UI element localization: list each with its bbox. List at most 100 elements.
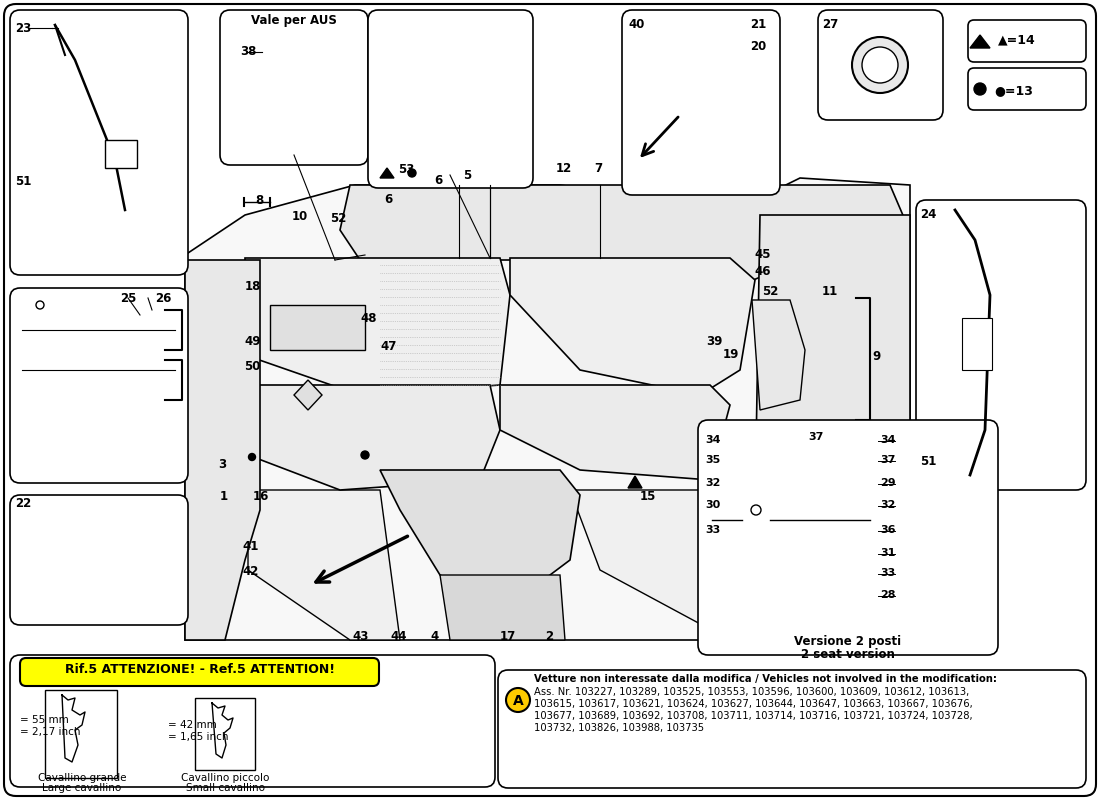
Polygon shape [379, 22, 520, 175]
Text: 43: 43 [352, 630, 368, 643]
Text: 50: 50 [244, 360, 261, 373]
Polygon shape [953, 305, 996, 382]
Polygon shape [185, 260, 260, 640]
Text: 18: 18 [245, 280, 262, 293]
Text: 4: 4 [430, 630, 438, 643]
Circle shape [361, 451, 368, 459]
Text: 45: 45 [754, 248, 770, 261]
Polygon shape [570, 490, 780, 640]
Circle shape [862, 47, 898, 83]
Circle shape [852, 37, 907, 93]
Polygon shape [248, 385, 500, 490]
Polygon shape [712, 432, 743, 590]
Text: 34: 34 [880, 435, 895, 445]
Text: 5: 5 [463, 169, 471, 182]
Polygon shape [770, 432, 870, 455]
Polygon shape [270, 305, 365, 350]
Text: 47: 47 [379, 340, 396, 353]
FancyBboxPatch shape [10, 288, 188, 483]
Polygon shape [510, 258, 755, 395]
Text: 53: 53 [398, 163, 415, 176]
Text: 38: 38 [240, 45, 256, 58]
Text: ▲=14: ▲=14 [998, 33, 1036, 46]
FancyBboxPatch shape [4, 4, 1096, 796]
Polygon shape [678, 45, 730, 180]
Polygon shape [185, 178, 910, 640]
Text: 39: 39 [706, 335, 723, 348]
Text: Versione 2 posti: Versione 2 posti [794, 635, 902, 648]
Circle shape [408, 169, 416, 177]
Text: 23: 23 [15, 22, 31, 35]
Text: 51: 51 [920, 455, 936, 468]
Text: 29: 29 [880, 478, 895, 488]
Polygon shape [270, 55, 300, 82]
Text: A: A [513, 694, 524, 708]
Text: 42: 42 [242, 565, 258, 578]
Circle shape [506, 688, 530, 712]
Polygon shape [742, 490, 770, 525]
Polygon shape [440, 575, 565, 640]
Polygon shape [752, 300, 805, 410]
Text: 103615, 103617, 103621, 103624, 103627, 103644, 103647, 103663, 103667, 103676,: 103615, 103617, 103621, 103624, 103627, … [534, 699, 972, 709]
Text: 48: 48 [360, 312, 376, 325]
Polygon shape [30, 200, 170, 260]
Text: 1: 1 [220, 490, 228, 503]
Polygon shape [245, 258, 510, 395]
Text: 46: 46 [754, 265, 770, 278]
Text: 12: 12 [556, 162, 572, 175]
Text: 32: 32 [705, 478, 720, 488]
Text: 51: 51 [15, 175, 32, 188]
Text: 31: 31 [880, 548, 895, 558]
Text: 44: 44 [390, 630, 407, 643]
Circle shape [751, 505, 761, 515]
Text: 52: 52 [330, 212, 346, 225]
Polygon shape [762, 585, 880, 615]
Text: professione: professione [385, 320, 735, 460]
FancyBboxPatch shape [10, 495, 188, 625]
FancyBboxPatch shape [368, 10, 534, 188]
Text: 10: 10 [292, 210, 308, 223]
Polygon shape [922, 460, 1078, 482]
Text: Cavallino grande: Cavallino grande [37, 773, 127, 783]
FancyBboxPatch shape [621, 10, 780, 195]
Polygon shape [500, 385, 730, 480]
Polygon shape [405, 55, 430, 100]
FancyBboxPatch shape [916, 200, 1086, 490]
Circle shape [974, 83, 986, 95]
Text: 41: 41 [242, 540, 258, 553]
Polygon shape [770, 432, 870, 590]
FancyBboxPatch shape [968, 68, 1086, 110]
FancyBboxPatch shape [498, 670, 1086, 788]
Text: ●=13: ●=13 [994, 84, 1033, 97]
Text: = 1,65 inch: = 1,65 inch [168, 732, 229, 742]
Polygon shape [970, 35, 990, 48]
Text: 9: 9 [872, 350, 880, 363]
FancyBboxPatch shape [10, 655, 495, 787]
Text: 36: 36 [880, 525, 895, 535]
Text: 22: 22 [15, 497, 31, 510]
FancyBboxPatch shape [818, 10, 943, 120]
Text: 103732, 103826, 103988, 103735: 103732, 103826, 103988, 103735 [534, 723, 704, 733]
Text: 6: 6 [434, 174, 442, 187]
Text: 7: 7 [594, 162, 602, 175]
Polygon shape [340, 185, 905, 290]
Polygon shape [395, 30, 505, 165]
FancyBboxPatch shape [698, 420, 998, 655]
Circle shape [249, 454, 255, 461]
Text: = 55 mm: = 55 mm [20, 715, 68, 725]
FancyBboxPatch shape [220, 10, 368, 165]
Text: 3: 3 [218, 458, 227, 471]
Text: 25: 25 [120, 292, 136, 305]
Text: = 42 mm: = 42 mm [168, 720, 217, 730]
Text: Small cavallino: Small cavallino [186, 783, 264, 793]
Text: Automotive: Automotive [417, 360, 763, 500]
FancyBboxPatch shape [20, 658, 379, 686]
Text: Large cavallino: Large cavallino [43, 783, 122, 793]
Text: Vetture non interessate dalla modifica / Vehicles not involved in the modificati: Vetture non interessate dalla modifica /… [534, 674, 997, 684]
Text: Ass. Nr. 103227, 103289, 103525, 103553, 103596, 103600, 103609, 103612, 103613,: Ass. Nr. 103227, 103289, 103525, 103553,… [534, 687, 969, 697]
Text: 17: 17 [500, 630, 516, 643]
Bar [45, 690, 117, 778]
Text: 103677, 103689, 103692, 103708, 103711, 103714, 103716, 103721, 103724, 103728,: 103677, 103689, 103692, 103708, 103711, … [534, 711, 972, 721]
Text: 20: 20 [750, 40, 767, 53]
Text: 27: 27 [822, 18, 838, 31]
